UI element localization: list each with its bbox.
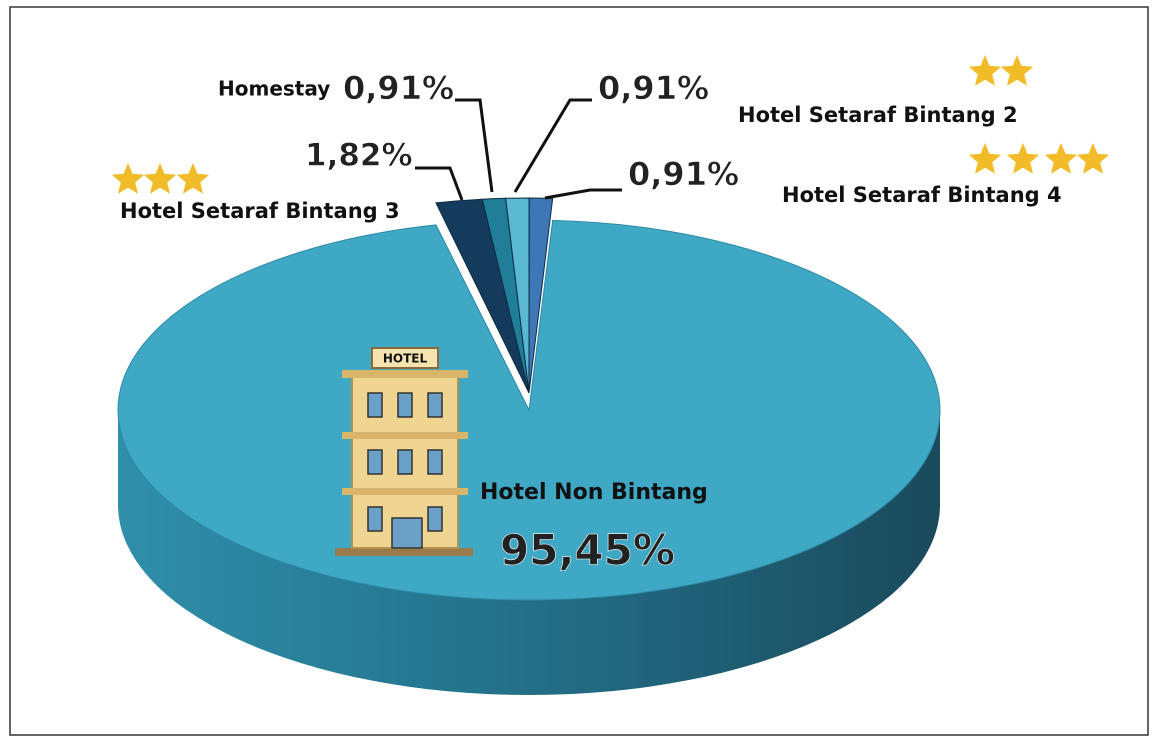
value-label: 1,82% (305, 138, 413, 174)
category-label: Hotel Non Bintang (480, 480, 708, 505)
star (968, 143, 1002, 174)
category-label: Hotel Setaraf Bintang 2 (738, 103, 1018, 127)
pie (117, 197, 941, 695)
star (143, 163, 177, 194)
star (176, 163, 210, 194)
leader-line (415, 166, 464, 201)
pie-slice (117, 219, 941, 601)
pie-slice (528, 197, 554, 394)
hotel-sign: HOTEL (383, 352, 428, 366)
value-label: 0,91% (343, 69, 454, 107)
category-label: Hotel Setaraf Bintang 4 (782, 183, 1062, 207)
value-label: 95,45% (500, 526, 675, 575)
star (1076, 143, 1110, 174)
leader-line (513, 98, 592, 193)
star (1006, 143, 1040, 174)
leader-lines (415, 98, 622, 201)
stars (111, 55, 1110, 194)
leader-line (544, 188, 622, 200)
category-label: Hotel Setaraf Bintang 3 (120, 199, 400, 223)
star (111, 163, 145, 194)
star (1000, 55, 1034, 86)
value-label: 0,91% (598, 69, 709, 107)
star (1044, 143, 1078, 174)
category-label: Homestay (218, 77, 330, 101)
value-label: 0,91% (628, 155, 739, 193)
star (968, 55, 1002, 86)
leader-line (455, 98, 494, 193)
pie-side (118, 410, 940, 695)
hotel-icon: HOTEL (335, 347, 473, 556)
